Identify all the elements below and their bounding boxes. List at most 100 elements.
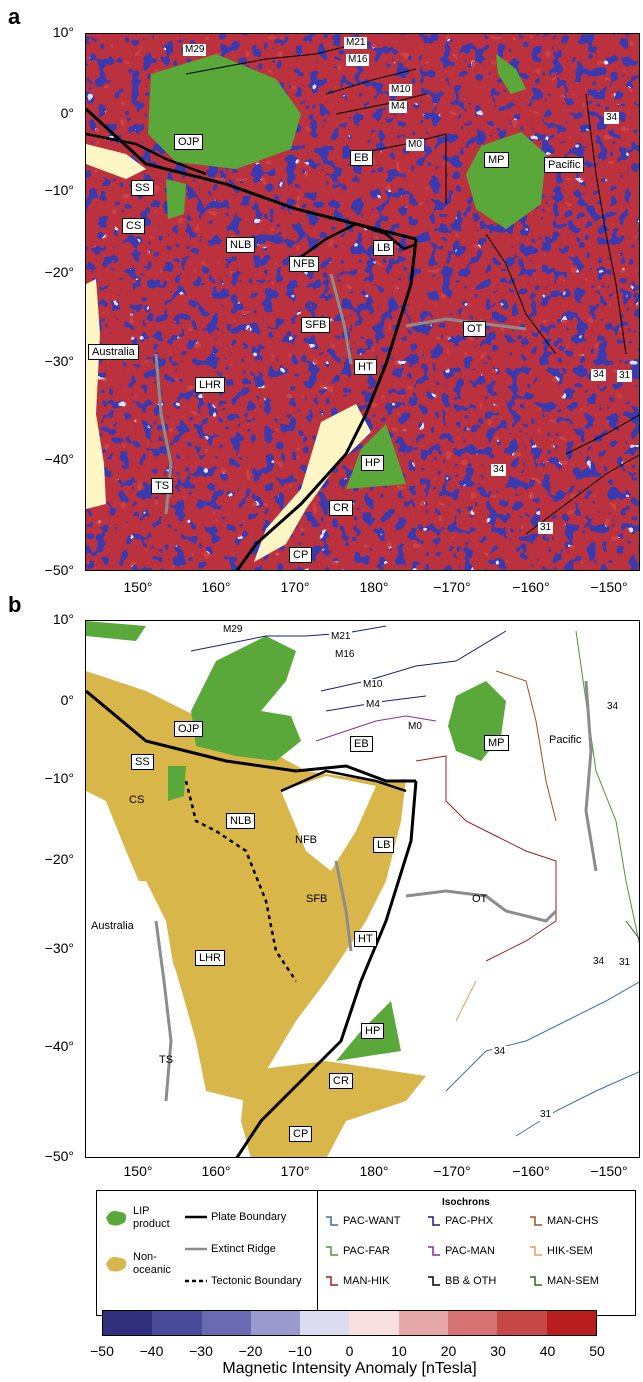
png-landmass <box>86 144 146 179</box>
colorbar-bin <box>546 1311 596 1335</box>
label-australia: Australia <box>88 344 139 360</box>
extinct-ridge-line-icon <box>185 1247 207 1251</box>
colorbar-tick-label: −30 <box>189 1343 213 1359</box>
lip-swatch-icon <box>106 1210 127 1226</box>
legend-lip: LIP product <box>103 1205 188 1231</box>
lip-north-b <box>86 621 146 641</box>
panel-a-lat-m40: −40° <box>44 451 74 467</box>
label-ht: HT <box>354 359 377 375</box>
panel-b-lat-m30: −30° <box>44 940 74 956</box>
isochron-swatch-icon <box>530 1216 542 1226</box>
isochron-legend-label: PAC-MAN <box>445 1245 495 1257</box>
isochron-legend-item: MAN-HIK <box>325 1275 389 1287</box>
isochron-label-31-east-b: 31 <box>617 957 633 969</box>
label-cp: CP <box>289 547 313 563</box>
panel-b-lon-170: 170° <box>280 1163 310 1179</box>
label-lhr-b: LHR <box>195 950 226 966</box>
label-nfb-b: NFB <box>295 834 317 846</box>
colorbar-bin <box>201 1311 251 1335</box>
isochron-legend-item: MAN-CHS <box>529 1215 598 1227</box>
colorbar-bin <box>250 1311 301 1335</box>
panel-a-lat-m20: −20° <box>44 264 74 280</box>
panel-a-lon-170: 170° <box>280 579 310 595</box>
colorbar-bin <box>497 1311 547 1335</box>
isochron-swatch-icon <box>326 1216 338 1226</box>
label-ht-b: HT <box>354 931 377 947</box>
plate-boundary-ss <box>86 132 207 176</box>
colorbar-tick-label: 40 <box>539 1343 556 1359</box>
panel-a-lon-150: 150° <box>123 579 153 595</box>
label-cr-b: CR <box>329 1073 353 1089</box>
label-pacific-b: Pacific <box>546 733 585 747</box>
label-australia-b: Australia <box>88 919 137 933</box>
isochron-swatch-icon <box>326 1276 338 1286</box>
legend-isochrons-title: Isochrons <box>442 1197 490 1208</box>
isochron-legend-label: BB & OTH <box>445 1275 497 1287</box>
isochron-label-m10-b: M10 <box>361 679 385 691</box>
panel-b-lat-0: 0° <box>60 692 74 708</box>
isochron-legend-label: PAC-FAR <box>343 1245 390 1257</box>
isochron-label-34-north: 34 <box>604 112 620 124</box>
panel-a-lat-m30: −30° <box>44 353 74 369</box>
panel-a-lat-m10: −10° <box>44 182 74 198</box>
label-ojp-b: OJP <box>174 721 204 737</box>
isochron-legend-label: HIK-SEM <box>547 1245 593 1257</box>
isochron-legend-item: PAC-MAN <box>427 1245 495 1257</box>
label-lb: LB <box>373 240 395 256</box>
panel-a-svg <box>86 34 639 570</box>
isochron-swatch-icon <box>428 1216 440 1226</box>
tasman-sea <box>101 881 186 1101</box>
isochron-label-m0: M0 <box>406 139 424 151</box>
label-pacific: Pacific <box>544 157 585 173</box>
legend-divider <box>317 1191 318 1315</box>
plate-boundary-north <box>86 107 417 241</box>
new-zealand-landmass <box>254 404 371 562</box>
plate-boundary-tonga-kermadec <box>235 238 418 570</box>
legend-non-oceanic: Non-oceanic <box>103 1251 188 1277</box>
colorbar-tick-label: 30 <box>490 1343 506 1359</box>
label-ss: SS <box>131 180 154 196</box>
label-nlb-b: NLB <box>226 813 256 829</box>
isochron-legend-label: PAC-PHX <box>445 1215 494 1227</box>
panel-b-lat-m50: −50° <box>44 1148 74 1164</box>
panel-a-lat-0: 0° <box>60 105 74 121</box>
colorbar-tick-label: 50 <box>589 1343 605 1359</box>
label-cp-b: CP <box>289 1126 313 1142</box>
legend-non-oceanic-label: Non-oceanic <box>133 1251 171 1276</box>
extinct-ridge-pacific <box>584 680 598 872</box>
extinct-ridge-ts-b <box>154 920 173 1102</box>
label-cs: CS <box>122 218 146 234</box>
panel-b-lat-m20: −20° <box>44 851 74 867</box>
isochron-label-m4: M4 <box>389 101 407 113</box>
isochron-label-34-north-b: 34 <box>605 701 621 713</box>
colorbar-bin <box>152 1311 202 1335</box>
isochron-label-m29-b: M29 <box>221 624 245 636</box>
label-nfb: NFB <box>289 256 319 272</box>
isochron-label-34-south: 34 <box>491 464 507 476</box>
isochron-swatch-icon <box>530 1246 542 1256</box>
isochron-legend-label: MAN-CHS <box>547 1215 599 1227</box>
panel-b-lon-m160: −160° <box>512 1163 550 1179</box>
australia-landmass <box>86 279 106 509</box>
legend-extinct-ridge: Extinct Ridge <box>185 1243 276 1255</box>
isochron-man-sem <box>625 920 639 940</box>
panel-a-lon-m150: −150° <box>590 579 628 595</box>
legend-tectonic-boundary-label: Tectonic Boundary <box>211 1275 302 1287</box>
legend-plate-boundary: Plate Boundary <box>185 1211 286 1223</box>
isochron-man-hik <box>415 755 557 962</box>
label-sfb: SFB <box>301 317 331 333</box>
extinct-ridge-sfb-b <box>334 860 353 952</box>
colorbar-tick-label: −20 <box>238 1343 263 1359</box>
isochron-label-m29: M29 <box>183 44 207 56</box>
isochron-legend-label: MAN-HIK <box>343 1275 390 1287</box>
legend-lip-label: LIP product <box>133 1205 170 1230</box>
panel-b-lon-160: 160° <box>201 1163 231 1179</box>
label-eb: EB <box>350 150 373 166</box>
colorbar <box>102 1310 597 1336</box>
legend-extinct-ridge-label: Extinct Ridge <box>211 1243 276 1255</box>
label-sfb-b: SFB <box>306 893 328 905</box>
panel-b-lon-m150: −150° <box>590 1163 628 1179</box>
isochron-swatch-icon <box>428 1276 440 1286</box>
isochron-label-m4-b: M4 <box>364 699 382 711</box>
legend: LIP product Non-oceanic Plate Boundary E… <box>96 1190 636 1316</box>
